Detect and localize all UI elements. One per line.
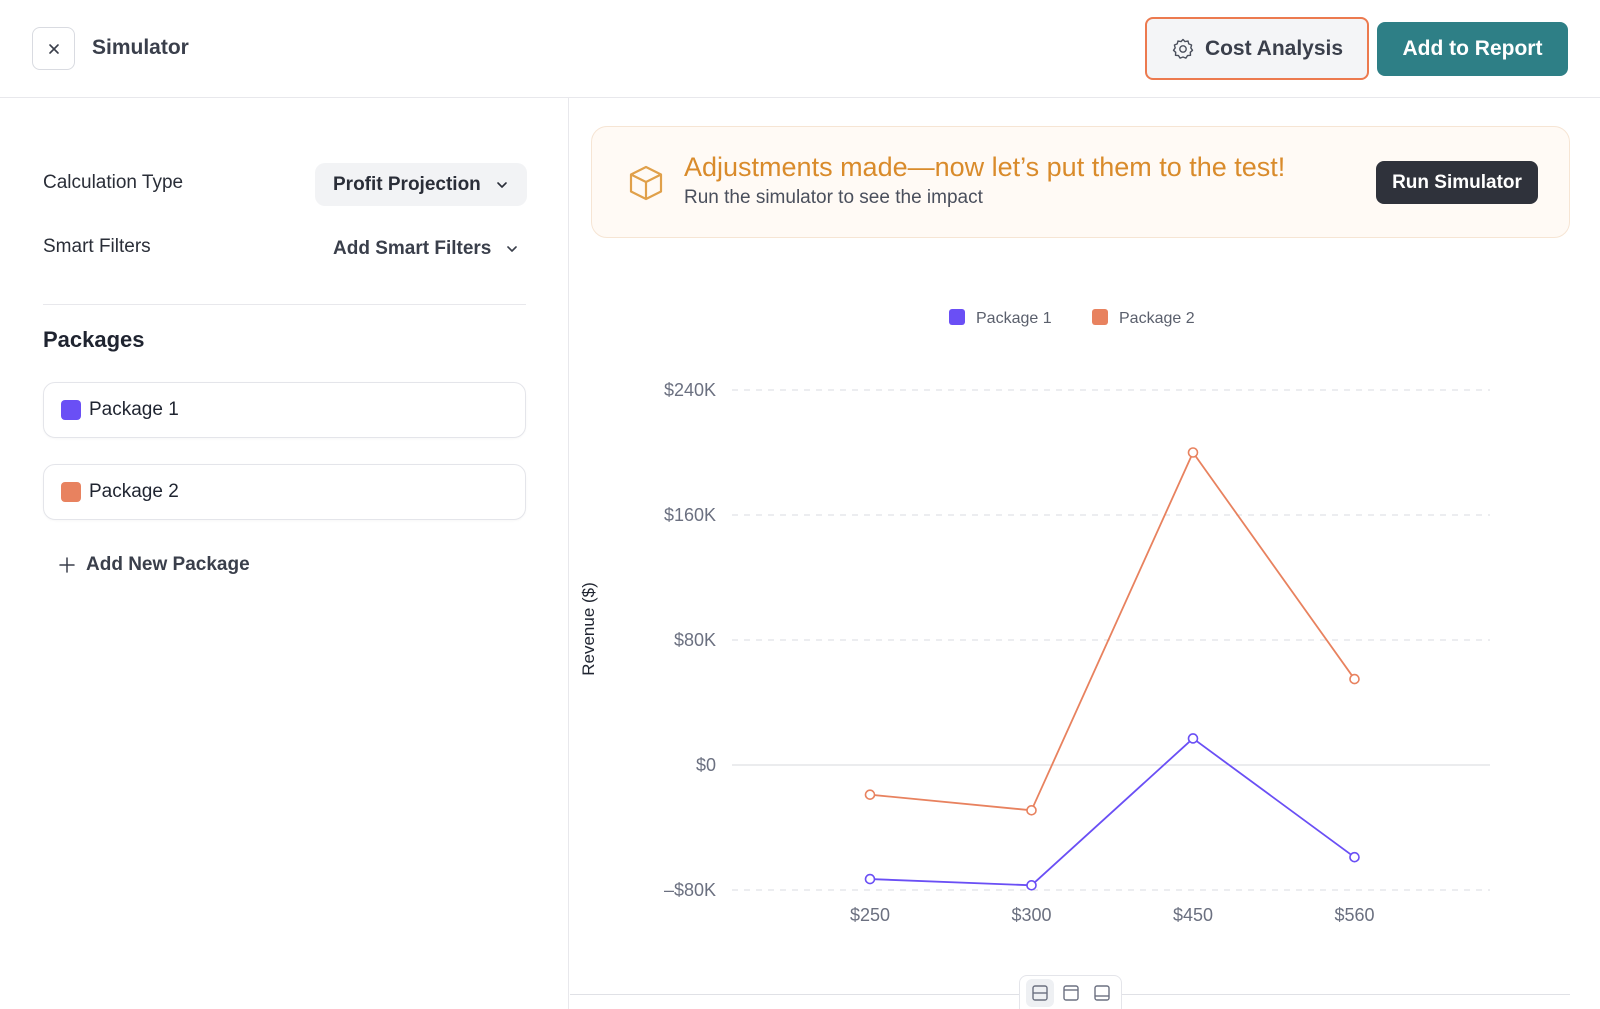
chevron-down-icon <box>507 245 518 252</box>
calculation-type-label: Calculation Type <box>43 172 184 193</box>
data-point <box>1026 805 1037 816</box>
y-axis-ticks: $240K $160K $80K $0 –$80K <box>664 380 716 900</box>
chart-series <box>864 447 1360 891</box>
data-point <box>1026 880 1037 891</box>
revenue-chart: Package 1 Package 2 $240K $160K $80K $0 –$80K… <box>579 309 1490 925</box>
bottom-panel-icon <box>1093 984 1110 1001</box>
top-panel-icon <box>1062 984 1079 1001</box>
package-item[interactable]: Package 1 <box>43 382 526 438</box>
split-view-button[interactable] <box>1025 978 1054 1007</box>
x-tick-label: $450 <box>1173 905 1213 925</box>
chart-legend: Package 1 Package 2 <box>949 309 1195 327</box>
package-item[interactable]: Package 2 <box>43 464 526 520</box>
smart-filters-value: Add Smart Filters <box>333 237 492 259</box>
chart-grid <box>732 389 1490 891</box>
close-icon <box>48 43 59 54</box>
add-new-package-label: Add New Package <box>86 554 250 575</box>
package-color-swatch <box>61 482 81 502</box>
x-tick-label: $300 <box>1011 905 1051 925</box>
data-point <box>1187 447 1199 458</box>
package-name: Package 2 <box>89 481 179 502</box>
legend-label: Package 1 <box>976 310 1052 327</box>
y-tick-label: $160K <box>664 505 716 525</box>
gear-icon <box>1172 38 1194 59</box>
package-name: Package 1 <box>89 399 179 420</box>
y-tick-label: $0 <box>696 755 716 775</box>
x-axis-ticks: $250 $300 $450 $560 <box>850 905 1375 925</box>
packages-title: Packages <box>43 327 145 352</box>
banner-subtitle: Run the simulator to see the impact <box>684 187 983 208</box>
settings-panel: Calculation Type Profit Projection Smart… <box>0 98 569 1009</box>
data-point <box>864 873 876 885</box>
bottom-panel-button[interactable] <box>1088 979 1116 1007</box>
y-axis-title: Revenue ($) <box>579 582 598 676</box>
data-point <box>864 789 876 800</box>
split-view-icon <box>1031 984 1048 1001</box>
view-toolbar <box>1019 975 1122 1009</box>
top-panel-button[interactable] <box>1057 979 1085 1007</box>
data-point <box>1187 733 1199 744</box>
smart-filters-label: Smart Filters <box>43 236 151 257</box>
smart-filters-select[interactable]: Add Smart Filters <box>315 227 537 270</box>
add-new-package-button[interactable]: Add New Package <box>58 554 250 576</box>
header-bar: Simulator Cost Analysis Add to Report <box>0 0 1600 98</box>
x-tick-label: $250 <box>850 905 890 925</box>
y-tick-label: –$80K <box>664 880 716 900</box>
series-line <box>869 737 1356 887</box>
x-tick-label: $560 <box>1334 905 1374 925</box>
banner-title: Adjustments made—now let’s put them to t… <box>684 152 1286 182</box>
close-button[interactable] <box>32 27 75 70</box>
package-color-swatch <box>61 400 81 420</box>
page-title: Simulator <box>92 36 189 59</box>
y-tick-label: $240K <box>664 380 716 400</box>
calculation-type-select[interactable]: Profit Projection <box>315 163 527 206</box>
data-point <box>1349 673 1360 685</box>
box-icon <box>629 165 663 201</box>
data-point <box>1349 851 1360 863</box>
series-line <box>869 451 1356 812</box>
chevron-down-icon <box>496 181 507 188</box>
plus-icon <box>59 557 75 573</box>
cost-analysis-label: Cost Analysis <box>1204 36 1344 60</box>
cost-analysis-button[interactable]: Cost Analysis <box>1145 17 1369 80</box>
legend-swatch <box>949 309 965 325</box>
simulator-banner: Adjustments made—now let’s put them to t… <box>591 126 1570 238</box>
legend-label: Package 2 <box>1119 310 1195 327</box>
run-simulator-button[interactable]: Run Simulator <box>1376 161 1538 204</box>
y-tick-label: $80K <box>674 630 716 650</box>
add-to-report-button[interactable]: Add to Report <box>1377 22 1568 76</box>
calculation-type-value: Profit Projection <box>333 173 481 195</box>
legend-swatch <box>1092 309 1108 325</box>
divider <box>43 304 526 305</box>
